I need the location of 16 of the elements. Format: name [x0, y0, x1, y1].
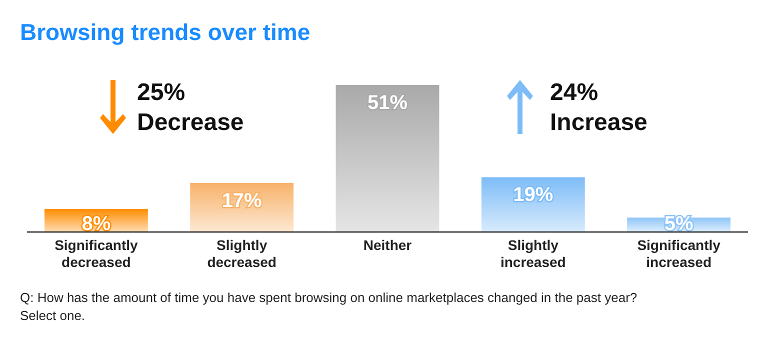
annotation: 24% Increase — [550, 79, 648, 136]
data-label: 5% — [664, 213, 694, 235]
chart-title: Browsing trends over time — [20, 19, 310, 45]
bar — [481, 177, 585, 232]
annotation: 25% Decrease — [137, 79, 244, 136]
data-label: 19% — [513, 184, 554, 206]
x-tick-label: Slightly increased — [500, 237, 566, 270]
data-label: 17% — [222, 190, 262, 212]
bar — [336, 85, 440, 232]
text: Q: How has the amount of time you have spent browsing on online marketplaces changed in the past year? Select one. — [20, 290, 638, 323]
data-label: 51% — [367, 92, 408, 114]
x-tick-label: Neither — [363, 237, 412, 253]
data-label: 8% — [82, 213, 111, 235]
x-tick-label: Significantly decreased — [54, 237, 138, 270]
x-tick-label: Slightly decreased — [207, 237, 276, 270]
x-tick-label: Significantly increased — [637, 237, 721, 270]
